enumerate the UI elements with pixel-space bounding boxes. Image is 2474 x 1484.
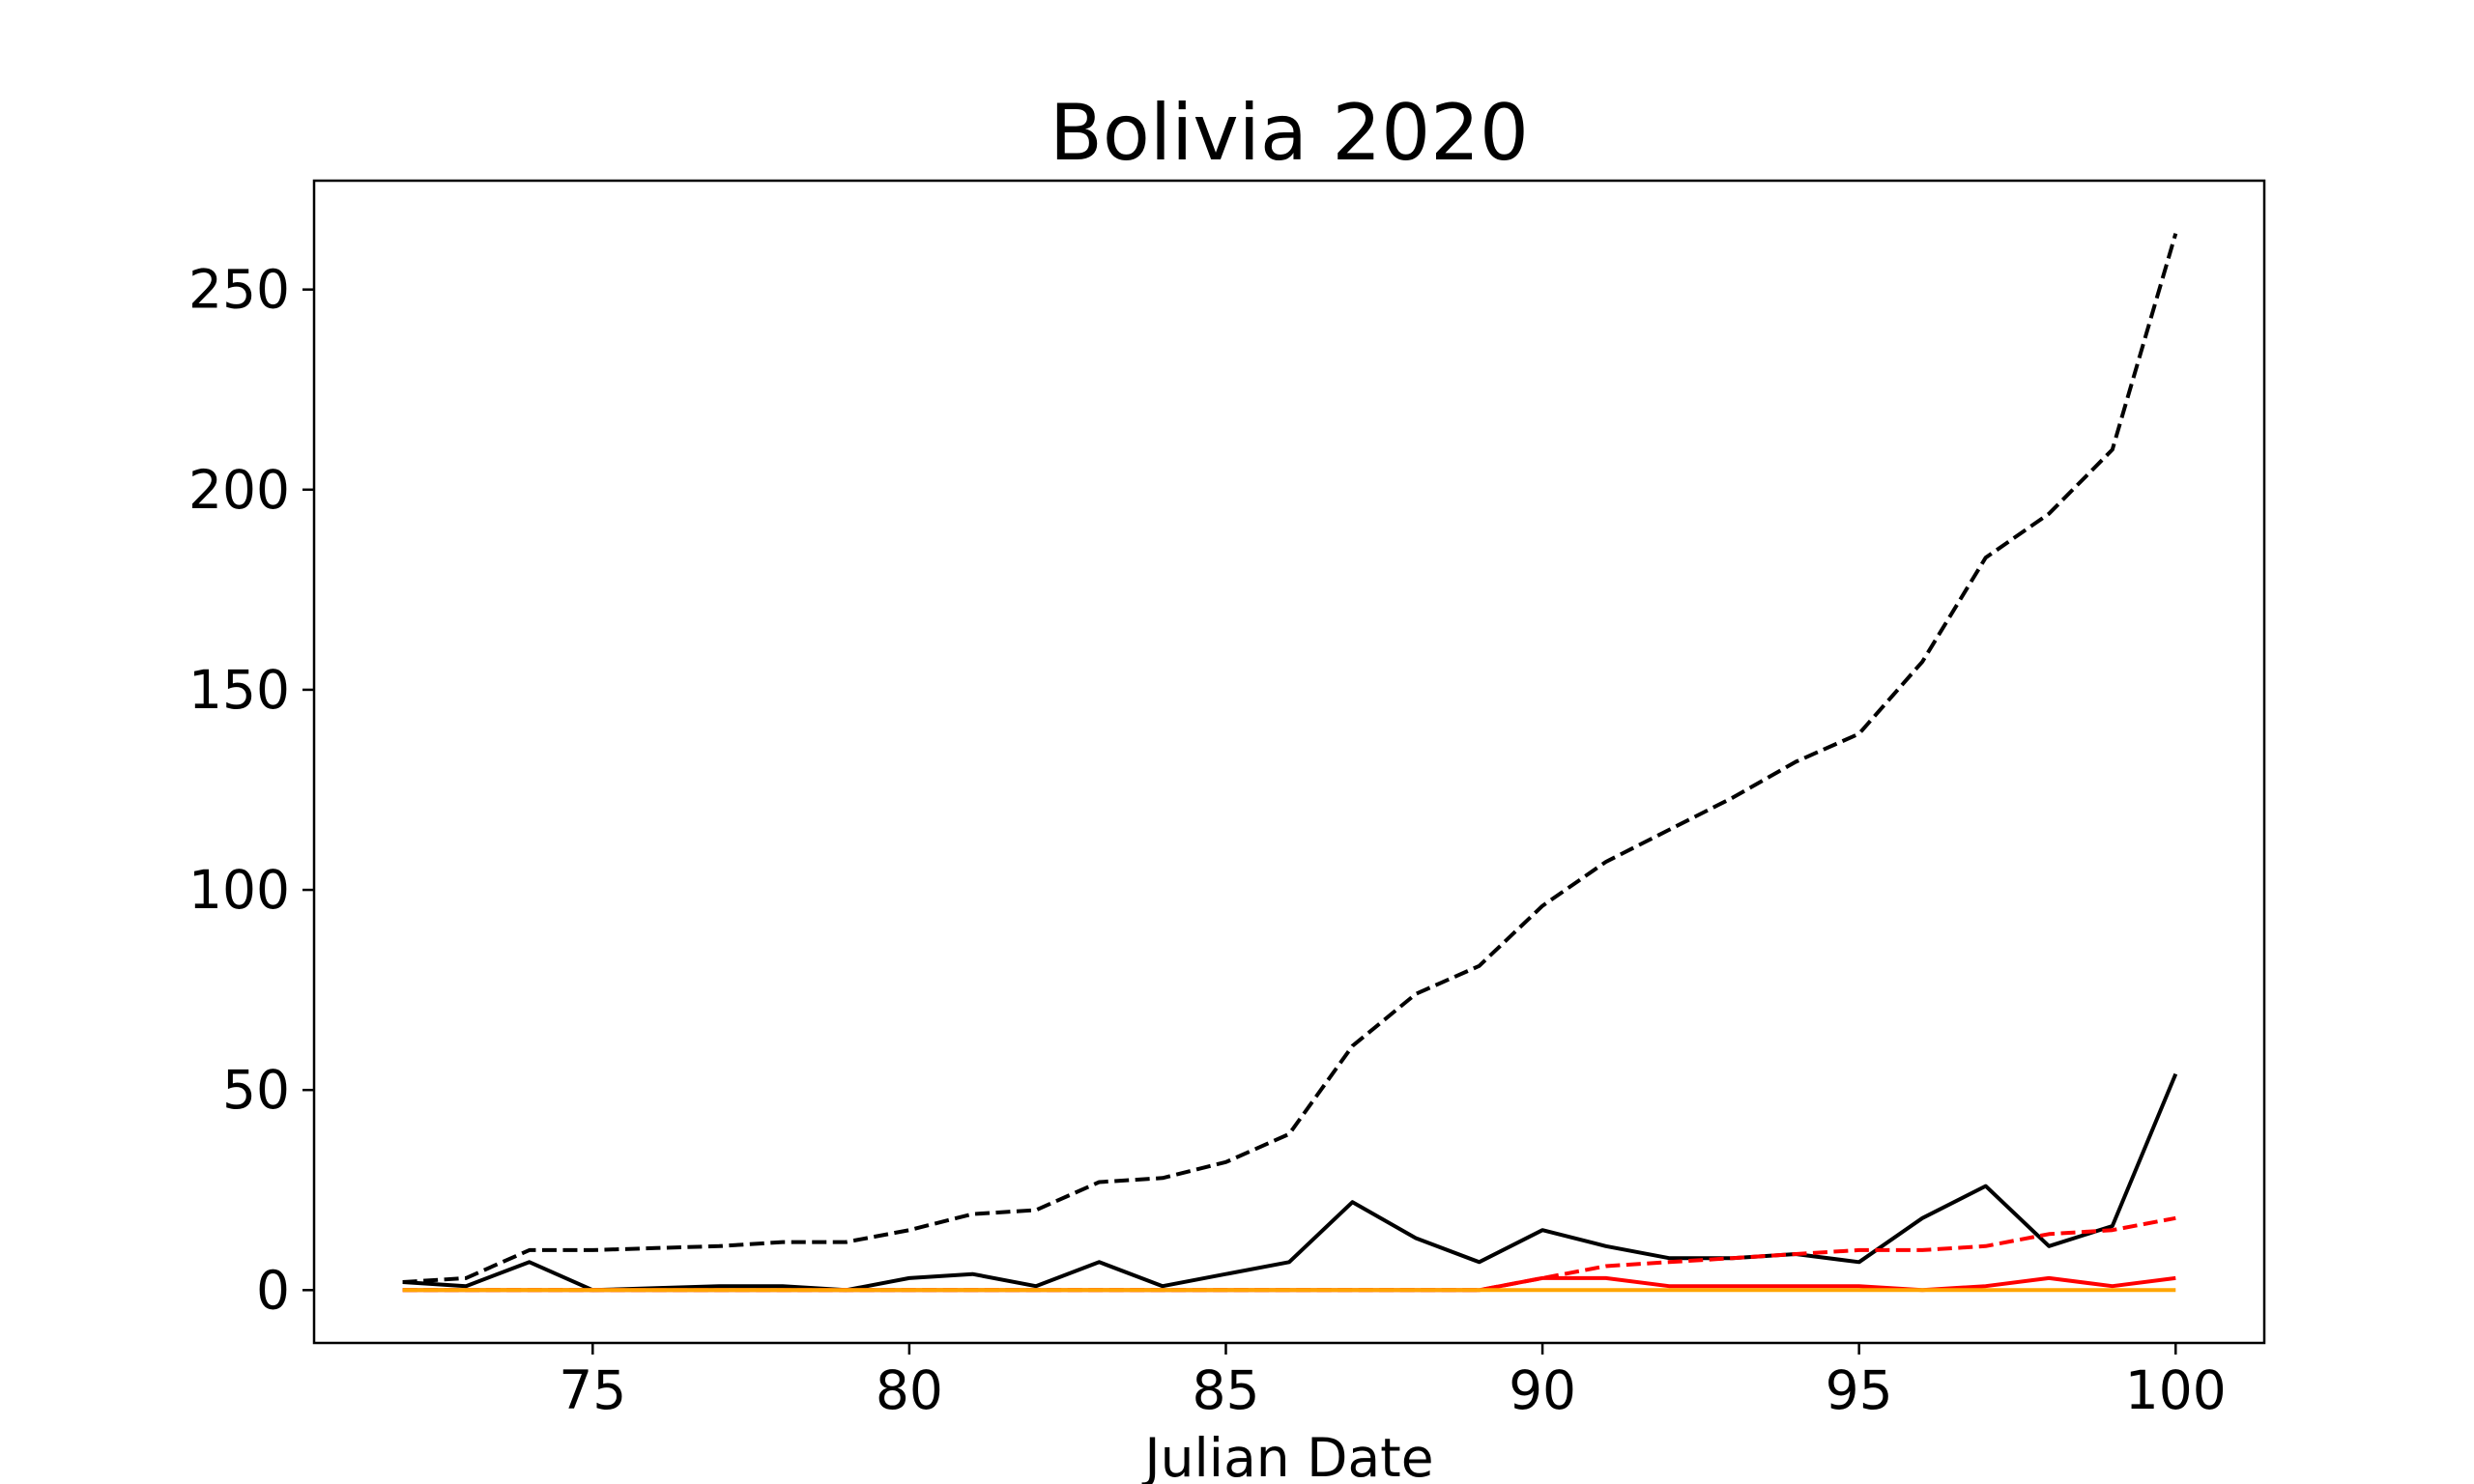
series-line-1 [402, 1072, 2178, 1293]
x-tick-label: 100 [2125, 1359, 2227, 1421]
y-tick-label: 150 [188, 659, 290, 721]
ticks-layer: 75 80 85 90 95 100 0 50 100 150 200 250 [188, 259, 2227, 1421]
y-tick-label: 200 [188, 459, 290, 521]
plot-frame [312, 179, 2266, 1345]
series-layer [402, 233, 2178, 1293]
y-tick-label: 50 [222, 1059, 290, 1121]
y-tick-label: 250 [188, 259, 290, 321]
chart-title: Bolivia 2020 [1050, 88, 1529, 178]
x-tick-label: 75 [559, 1359, 626, 1421]
x-tick-label: 80 [876, 1359, 943, 1421]
y-tick-label: 100 [188, 859, 290, 921]
x-tick-label: 85 [1192, 1359, 1259, 1421]
x-tick-label: 90 [1509, 1359, 1576, 1421]
series-line-0 [402, 233, 2178, 1284]
y-tick-label: 0 [256, 1259, 290, 1321]
x-tick-label: 95 [1826, 1359, 1893, 1421]
x-axis-label: Julian Date [1141, 1427, 1433, 1484]
